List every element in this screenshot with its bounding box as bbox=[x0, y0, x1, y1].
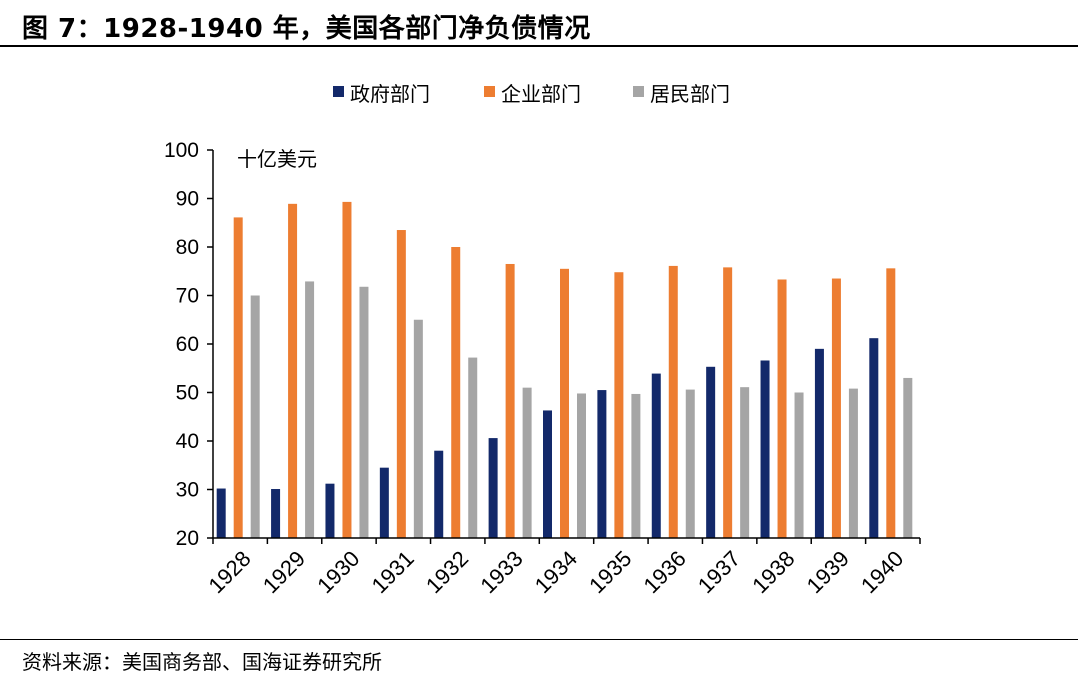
bar-企业部门-1929 bbox=[288, 203, 298, 538]
bar-政府部门-1938 bbox=[760, 360, 770, 538]
x-tick-label: 1933 bbox=[475, 546, 527, 598]
x-tick-label: 1938 bbox=[747, 546, 799, 598]
bar-政府部门-1930 bbox=[325, 483, 335, 538]
bar-企业部门-1928 bbox=[233, 217, 243, 539]
legend-swatch-企业部门 bbox=[484, 86, 495, 97]
legend-swatch-居民部门 bbox=[633, 86, 644, 97]
bar-居民部门-1936 bbox=[685, 389, 695, 538]
x-tick-label: 1929 bbox=[258, 546, 310, 598]
legend-swatch-政府部门 bbox=[333, 86, 344, 97]
title-rule bbox=[0, 45, 1078, 47]
bar-企业部门-1930 bbox=[342, 201, 352, 538]
bar-居民部门-1934 bbox=[577, 393, 586, 538]
bar-居民部门-1931 bbox=[413, 319, 423, 538]
legend-label: 企业部门 bbox=[501, 82, 581, 106]
bar-政府部门-1936 bbox=[651, 373, 661, 538]
bar-居民部门-1929 bbox=[305, 281, 315, 538]
bar-居民部门-1933 bbox=[522, 387, 532, 538]
y-tick-label: 70 bbox=[176, 285, 199, 308]
bar-企业部门-1934 bbox=[560, 268, 569, 538]
figure-title: 图 7：1928-1940 年，美国各部门净负债情况 bbox=[22, 14, 591, 44]
bar-企业部门-1933 bbox=[505, 263, 515, 538]
y-tick-label: 100 bbox=[164, 139, 199, 162]
bar-政府部门-1940 bbox=[869, 338, 879, 538]
y-tick-label: 40 bbox=[176, 430, 199, 453]
bar-居民部门-1932 bbox=[468, 357, 478, 538]
bar-政府部门-1932 bbox=[434, 450, 444, 538]
bar-企业部门-1935 bbox=[614, 272, 624, 538]
bar-政府部门-1939 bbox=[814, 348, 824, 538]
bar-居民部门-1937 bbox=[740, 387, 750, 538]
bar-企业部门-1939 bbox=[831, 278, 841, 538]
x-tick-label: 1939 bbox=[802, 546, 854, 598]
bar-居民部门-1938 bbox=[794, 392, 804, 538]
bar-居民部门-1930 bbox=[359, 286, 369, 538]
x-tick-label: 1934 bbox=[530, 546, 582, 598]
x-tick-label: 1928 bbox=[203, 546, 255, 598]
y-tick-label: 60 bbox=[176, 333, 199, 356]
x-tick-label: 1940 bbox=[856, 546, 908, 598]
bar-居民部门-1928 bbox=[250, 295, 260, 538]
bar-政府部门-1934 bbox=[543, 410, 552, 538]
y-tick-label: 30 bbox=[176, 479, 199, 502]
bar-政府部门-1931 bbox=[379, 467, 389, 538]
bar-企业部门-1931 bbox=[396, 230, 406, 538]
y-unit-label: 十亿美元 bbox=[237, 147, 317, 171]
y-tick-label: 80 bbox=[176, 236, 199, 259]
x-tick-label: 1931 bbox=[367, 546, 419, 598]
bar-居民部门-1939 bbox=[848, 388, 858, 538]
bar-政府部门-1933 bbox=[488, 438, 498, 538]
legend-label: 政府部门 bbox=[350, 82, 430, 106]
y-tick-label: 20 bbox=[176, 527, 199, 550]
source-rule bbox=[0, 639, 1078, 640]
x-tick-label: 1935 bbox=[584, 546, 636, 598]
x-tick-label: 1932 bbox=[421, 546, 473, 598]
bar-企业部门-1936 bbox=[668, 265, 678, 538]
x-tick-label: 1937 bbox=[693, 546, 745, 598]
bar-企业部门-1932 bbox=[451, 247, 461, 538]
bar-居民部门-1940 bbox=[903, 377, 913, 538]
source-note: 资料来源：美国商务部、国海证券研究所 bbox=[22, 650, 382, 674]
bar-居民部门-1935 bbox=[631, 393, 641, 538]
y-tick-label: 50 bbox=[176, 382, 199, 405]
bar-企业部门-1940 bbox=[886, 268, 896, 538]
bar-企业部门-1937 bbox=[723, 267, 733, 538]
y-tick-label: 90 bbox=[176, 188, 199, 211]
x-tick-label: 1930 bbox=[312, 546, 364, 598]
bar-企业部门-1938 bbox=[777, 279, 787, 538]
legend-label: 居民部门 bbox=[650, 82, 730, 106]
bar-政府部门-1929 bbox=[271, 489, 281, 538]
x-tick-label: 1936 bbox=[639, 546, 691, 598]
bar-政府部门-1937 bbox=[706, 366, 716, 538]
bar-政府部门-1928 bbox=[216, 488, 226, 538]
bar-政府部门-1935 bbox=[597, 390, 607, 538]
